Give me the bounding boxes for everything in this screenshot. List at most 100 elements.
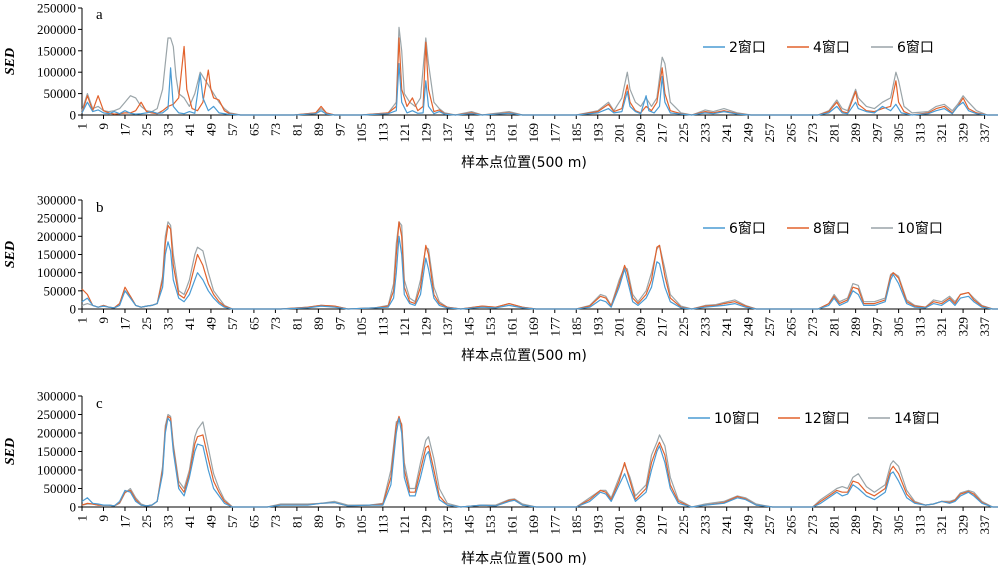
- x-tick-label: 313: [913, 515, 928, 535]
- x-tick-label: 89: [311, 123, 326, 136]
- y-axis-title: SED: [3, 438, 18, 465]
- x-tick-label: 209: [633, 123, 648, 143]
- y-tick-label: 300000: [37, 389, 76, 404]
- x-tick-label: 225: [676, 317, 691, 337]
- x-tick-label: 65: [246, 317, 261, 330]
- y-axis-title: SED: [3, 48, 18, 75]
- x-tick-label: 145: [461, 515, 476, 535]
- y-tick-label: 100000: [37, 463, 76, 478]
- chart-panel-b: 0 50000 100000 150000 200000 250000 300000 1 9 17…: [3, 193, 998, 364]
- x-tick-label: 25: [139, 515, 154, 528]
- x-tick-label: 121: [397, 317, 412, 337]
- panel-label: c: [96, 396, 103, 412]
- x-tick-label: 97: [332, 317, 347, 331]
- x-tick-label: 161: [504, 123, 519, 143]
- x-tick-label: 329: [956, 123, 971, 143]
- y-tick-label: 50000: [44, 86, 77, 101]
- x-tick-label: 233: [698, 515, 713, 535]
- x-tick-label: 105: [354, 123, 369, 143]
- x-tick-label: 305: [891, 123, 906, 143]
- x-tick-label: 233: [698, 317, 713, 337]
- x-tick-label: 169: [526, 123, 541, 143]
- x-tick-label: 129: [418, 123, 433, 143]
- x-tick-label: 193: [590, 515, 605, 535]
- y-tick-label: 150000: [37, 444, 76, 459]
- x-tick-label: 25: [139, 123, 154, 136]
- series-line-8窗口: [81, 221, 998, 310]
- x-tick-label: 273: [805, 123, 820, 143]
- y-tick-label: 200000: [37, 229, 76, 244]
- x-tick-label: 49: [203, 123, 218, 136]
- y-tick-label: 50000: [44, 481, 77, 496]
- x-tick-label: 49: [203, 515, 218, 528]
- x-tick-label: 289: [848, 123, 863, 143]
- y-tick-label: 100000: [37, 265, 76, 280]
- legend: 6窗口 8窗口 10窗口: [703, 220, 943, 237]
- x-tick-label: 17: [117, 317, 132, 331]
- series-line-14窗口: [81, 413, 998, 508]
- x-tick-label: 1: [75, 317, 90, 324]
- x-tick-label: 257: [762, 123, 777, 143]
- x-tick-label: 249: [741, 317, 756, 337]
- x-tick-label: 265: [784, 515, 799, 535]
- x-tick-label: 73: [268, 123, 283, 136]
- x-tick-label: 57: [225, 515, 240, 529]
- legend-label: 2窗口: [729, 39, 766, 56]
- x-tick-label: 97: [332, 515, 347, 529]
- x-tick-label: 97: [332, 123, 347, 137]
- y-axis-title: SED: [3, 241, 18, 268]
- x-tick-label: 185: [569, 123, 584, 143]
- x-tick-label: 129: [418, 515, 433, 535]
- x-tick-label: 81: [289, 123, 304, 136]
- legend-label: 10窗口: [897, 220, 943, 237]
- legend-label: 8窗口: [813, 220, 850, 237]
- x-tick-label: 329: [956, 317, 971, 337]
- y-tick-label: 200000: [37, 426, 76, 441]
- x-tick-label: 145: [461, 123, 476, 143]
- series-line-10窗口: [81, 417, 998, 508]
- x-tick-label: 321: [934, 515, 949, 535]
- x-tick-label: 241: [719, 317, 734, 337]
- y-tick-label: 0: [70, 302, 77, 317]
- x-tick-label: 257: [762, 515, 777, 535]
- x-tick-label: 41: [182, 515, 197, 528]
- x-tick-label: 17: [117, 122, 132, 136]
- x-tick-label: 81: [289, 317, 304, 330]
- legend-label: 10窗口: [714, 410, 760, 427]
- x-tick-label: 33: [160, 123, 175, 136]
- x-tick-label: 41: [182, 123, 197, 136]
- x-tick-label: 265: [784, 123, 799, 143]
- x-tick-label: 209: [633, 317, 648, 337]
- x-tick-label: 9: [96, 515, 111, 522]
- x-tick-label: 249: [741, 123, 756, 143]
- x-tick-label: 273: [805, 317, 820, 337]
- x-tick-label: 193: [590, 317, 605, 337]
- x-tick-label: 57: [225, 123, 240, 137]
- x-tick-label: 185: [569, 515, 584, 535]
- x-tick-label: 257: [762, 317, 777, 337]
- x-tick-label: 169: [526, 515, 541, 535]
- x-tick-label: 137: [440, 123, 455, 143]
- x-tick-label: 1: [75, 123, 90, 130]
- legend-label: 12窗口: [804, 410, 850, 427]
- x-tick-label: 337: [977, 123, 992, 143]
- y-tick-label: 150000: [37, 43, 76, 58]
- x-tick-label: 177: [547, 123, 562, 143]
- x-tick-label: 129: [418, 317, 433, 337]
- x-tick-label: 177: [547, 317, 562, 337]
- y-tick-label: 100000: [37, 65, 76, 80]
- x-tick-label: 153: [483, 317, 498, 337]
- x-tick-label: 33: [160, 515, 175, 528]
- panel-label: a: [96, 7, 103, 23]
- y-tick-label: 150000: [37, 247, 76, 262]
- x-tick-label: 297: [870, 317, 885, 337]
- x-tick-label: 201: [612, 317, 627, 337]
- x-tick-label: 89: [311, 317, 326, 330]
- series-line-2窗口: [81, 63, 998, 116]
- x-tick-label: 41: [182, 317, 197, 330]
- x-tick-label: 9: [96, 317, 111, 324]
- x-tick-label: 25: [139, 317, 154, 330]
- x-tick-label: 177: [547, 515, 562, 535]
- x-tick-label: 49: [203, 317, 218, 330]
